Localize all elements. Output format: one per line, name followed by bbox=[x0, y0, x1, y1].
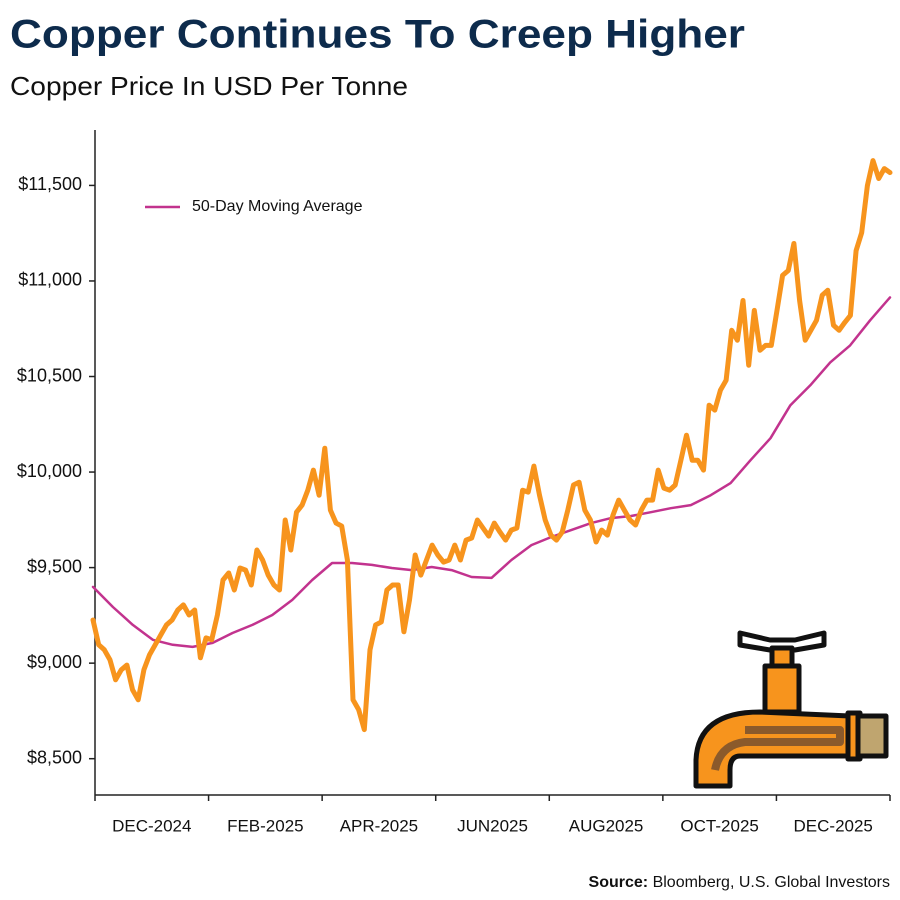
chart-subtitle: Copper Price In USD Per Tonne bbox=[10, 71, 408, 101]
x-tick-label: OCT-2025 bbox=[680, 816, 758, 835]
y-tick-label: $10,000 bbox=[17, 461, 82, 481]
source-text: Bloomberg, U.S. Global Investors bbox=[653, 874, 890, 891]
x-tick-label: FEB-2025 bbox=[227, 816, 304, 835]
legend-label: 50-Day Moving Average bbox=[192, 198, 363, 215]
y-tick-label: $9,000 bbox=[27, 652, 82, 672]
source-label: Source: bbox=[589, 874, 649, 891]
y-tick-label: $8,500 bbox=[27, 747, 82, 767]
series-line bbox=[90, 158, 893, 733]
x-tick-label: AUG2025 bbox=[569, 816, 644, 835]
y-tick-label: $11,500 bbox=[18, 174, 82, 194]
series-line bbox=[91, 296, 892, 649]
faucet-icon bbox=[693, 630, 889, 789]
source: Source: Bloomberg, U.S. Global Investors bbox=[589, 874, 890, 891]
y-tick-label: $11,000 bbox=[18, 270, 82, 290]
y-tick-label: $9,500 bbox=[27, 556, 82, 576]
x-tick-label: APR-2025 bbox=[340, 816, 418, 835]
y-tick-label: $10,500 bbox=[17, 365, 82, 385]
chart-title: Copper Continues To Creep Higher bbox=[10, 13, 745, 57]
x-tick-label: JUN2025 bbox=[457, 816, 528, 835]
x-tick-label: DEC-2024 bbox=[112, 816, 191, 835]
x-tick-label: DEC-2025 bbox=[794, 816, 873, 835]
